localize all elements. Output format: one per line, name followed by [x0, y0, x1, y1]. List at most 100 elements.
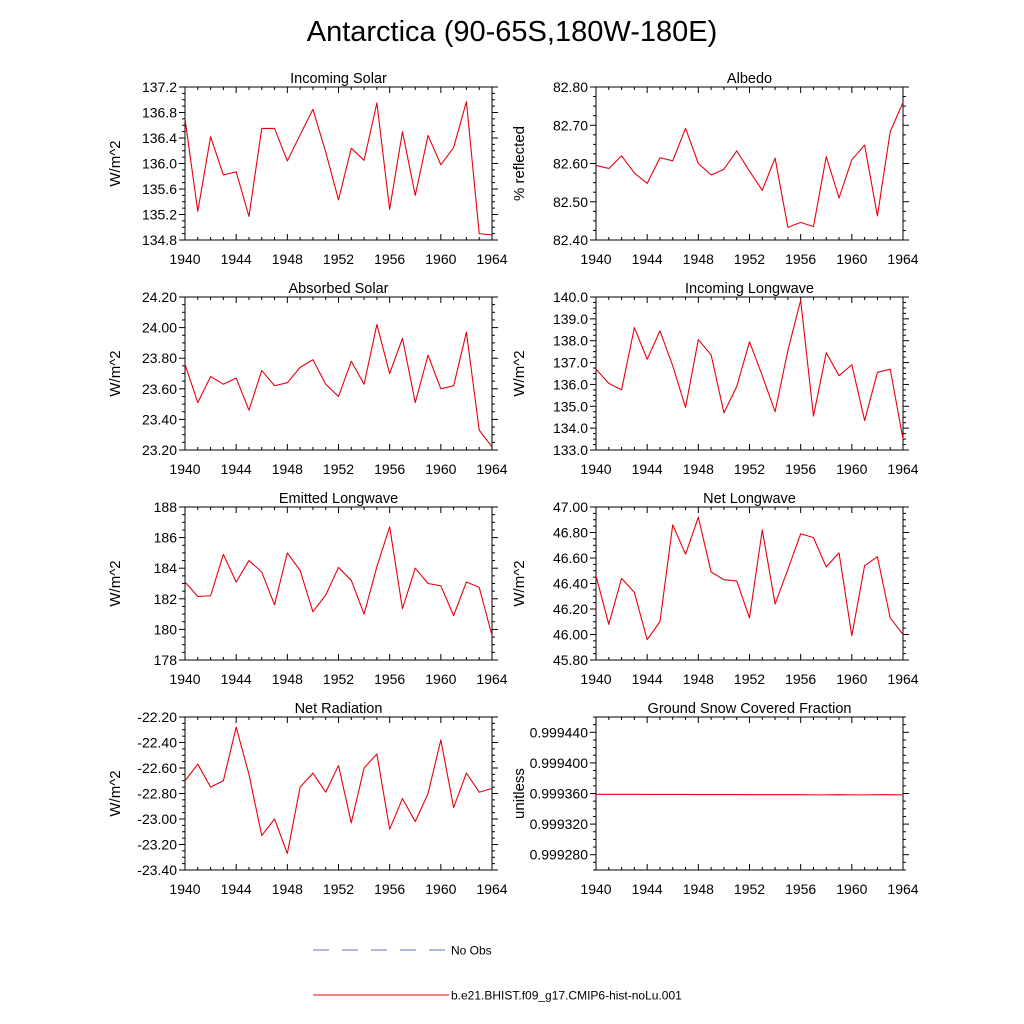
x-tick-label: 1960 — [836, 881, 867, 897]
x-tick-label: 1952 — [323, 881, 354, 897]
x-tick-label: 1940 — [169, 461, 200, 477]
series-line — [184, 526, 493, 636]
y-tick-label: -22.80 — [137, 786, 177, 802]
x-tick-label: 1960 — [836, 671, 867, 687]
figure-title: Antarctica (90-65S,180W-180E) — [307, 16, 718, 48]
y-tick-label: 137.2 — [142, 79, 177, 95]
x-tick-label: 1952 — [734, 881, 765, 897]
y-tick-label: 134.0 — [553, 420, 588, 436]
y-tick-label: 188 — [154, 499, 178, 515]
x-tick-label: 1948 — [272, 881, 303, 897]
y-tick-label: 23.40 — [142, 411, 177, 427]
series-line — [595, 102, 904, 228]
x-tick-label: 1944 — [632, 251, 663, 267]
panel-title: Net Longwave — [703, 491, 796, 507]
legend-label-no-obs: No Obs — [451, 944, 492, 958]
y-axis-label: W/m^2 — [511, 350, 528, 396]
y-tick-label: 140.0 — [553, 289, 588, 305]
y-tick-label: 0.999400 — [530, 755, 589, 771]
plot-frame — [595, 86, 904, 241]
y-tick-label: 46.80 — [553, 525, 588, 541]
y-tick-label: 0.999440 — [530, 724, 589, 740]
x-tick-label: 1944 — [221, 251, 252, 267]
x-tick-label: 1964 — [887, 461, 918, 477]
plot-frame — [184, 296, 493, 451]
y-tick-label: 24.00 — [142, 320, 177, 336]
panel-title: Ground Snow Covered Fraction — [648, 701, 852, 717]
x-tick-label: 1956 — [785, 671, 816, 687]
y-tick-label: 23.20 — [142, 442, 177, 458]
y-tick-label: 46.60 — [553, 550, 588, 566]
x-tick-label: 1948 — [272, 671, 303, 687]
plot-frame — [184, 506, 493, 661]
x-tick-label: 1940 — [580, 251, 611, 267]
x-tick-label: 1948 — [683, 251, 714, 267]
panel-incoming-solar: Incoming Solar 1940 1944 1948 1952 1956 1960 19… — [107, 71, 508, 267]
y-tick-label: 178 — [154, 652, 178, 668]
legend-label-model: b.e21.BHIST.f09_g17.CMIP6-hist-noLu.001 — [451, 989, 682, 1003]
y-tick-label: 137.0 — [553, 355, 588, 371]
y-tick-label: 0.999320 — [530, 816, 589, 832]
series-line — [595, 299, 904, 440]
y-tick-label: 186 — [154, 530, 178, 546]
x-tick-label: 1956 — [785, 251, 816, 267]
y-tick-label: 46.20 — [553, 601, 588, 617]
panel-net-radiation: Net Radiation 1940 1944 1948 1952 1956 1960 196… — [107, 701, 508, 897]
panel-net-longwave: Net Longwave 1940 1944 1948 1952 1956 1960 1964… — [511, 491, 919, 687]
x-tick-label: 1964 — [476, 461, 507, 477]
x-tick-label: 1952 — [734, 251, 765, 267]
x-tick-label: 1940 — [580, 671, 611, 687]
x-tick-label: 1964 — [887, 881, 918, 897]
panel-title: Emitted Longwave — [279, 491, 398, 507]
x-tick-label: 1940 — [169, 671, 200, 687]
y-axis-label: % reflected — [511, 126, 528, 201]
y-tick-label: 0.999280 — [530, 847, 589, 863]
panels-group: Incoming Solar 1940 1944 1948 1952 1956 1960 19… — [107, 71, 919, 897]
y-tick-label: 135.2 — [142, 207, 177, 223]
y-tick-label: 136.0 — [553, 376, 588, 392]
y-axis-label: W/m^2 — [107, 140, 124, 186]
x-tick-label: 1944 — [221, 671, 252, 687]
x-tick-label: 1952 — [323, 251, 354, 267]
x-tick-label: 1944 — [632, 881, 663, 897]
plot-frame — [184, 716, 493, 871]
x-tick-label: 1964 — [476, 671, 507, 687]
plot-frame — [595, 296, 904, 451]
y-tick-label: 184 — [154, 560, 178, 576]
y-tick-label: 24.20 — [142, 289, 177, 305]
y-tick-label: 182 — [154, 591, 178, 607]
panel-absorbed-solar: Absorbed Solar 1940 1944 1948 1952 1956 1960 19… — [107, 281, 508, 477]
x-tick-label: 1956 — [374, 671, 405, 687]
x-tick-label: 1964 — [476, 251, 507, 267]
x-tick-label: 1944 — [221, 881, 252, 897]
y-tick-label: -22.20 — [137, 709, 177, 725]
x-tick-label: 1960 — [836, 251, 867, 267]
x-tick-label: 1960 — [425, 671, 456, 687]
series-line — [184, 726, 493, 854]
x-tick-label: 1956 — [374, 461, 405, 477]
x-tick-label: 1960 — [425, 251, 456, 267]
x-tick-label: 1948 — [272, 461, 303, 477]
y-tick-label: 82.80 — [553, 79, 588, 95]
y-tick-label: -23.00 — [137, 811, 177, 827]
y-tick-label: 47.00 — [553, 499, 588, 515]
x-tick-label: 1948 — [683, 461, 714, 477]
y-tick-label: 180 — [154, 621, 178, 637]
x-tick-label: 1960 — [425, 881, 456, 897]
panel-title: Absorbed Solar — [289, 281, 389, 297]
x-tick-label: 1960 — [425, 461, 456, 477]
panel-title: Net Radiation — [295, 701, 383, 717]
x-tick-label: 1940 — [169, 251, 200, 267]
plot-frame — [595, 716, 904, 871]
y-tick-label: 133.0 — [553, 442, 588, 458]
x-tick-label: 1940 — [580, 461, 611, 477]
y-tick-label: 139.0 — [553, 311, 588, 327]
y-axis-label: unitless — [511, 768, 528, 819]
y-axis-label: W/m^2 — [107, 770, 124, 816]
series-line — [184, 323, 493, 448]
x-tick-label: 1944 — [632, 671, 663, 687]
x-tick-label: 1948 — [683, 671, 714, 687]
y-tick-label: 136.4 — [142, 130, 177, 146]
y-tick-label: 45.80 — [553, 652, 588, 668]
